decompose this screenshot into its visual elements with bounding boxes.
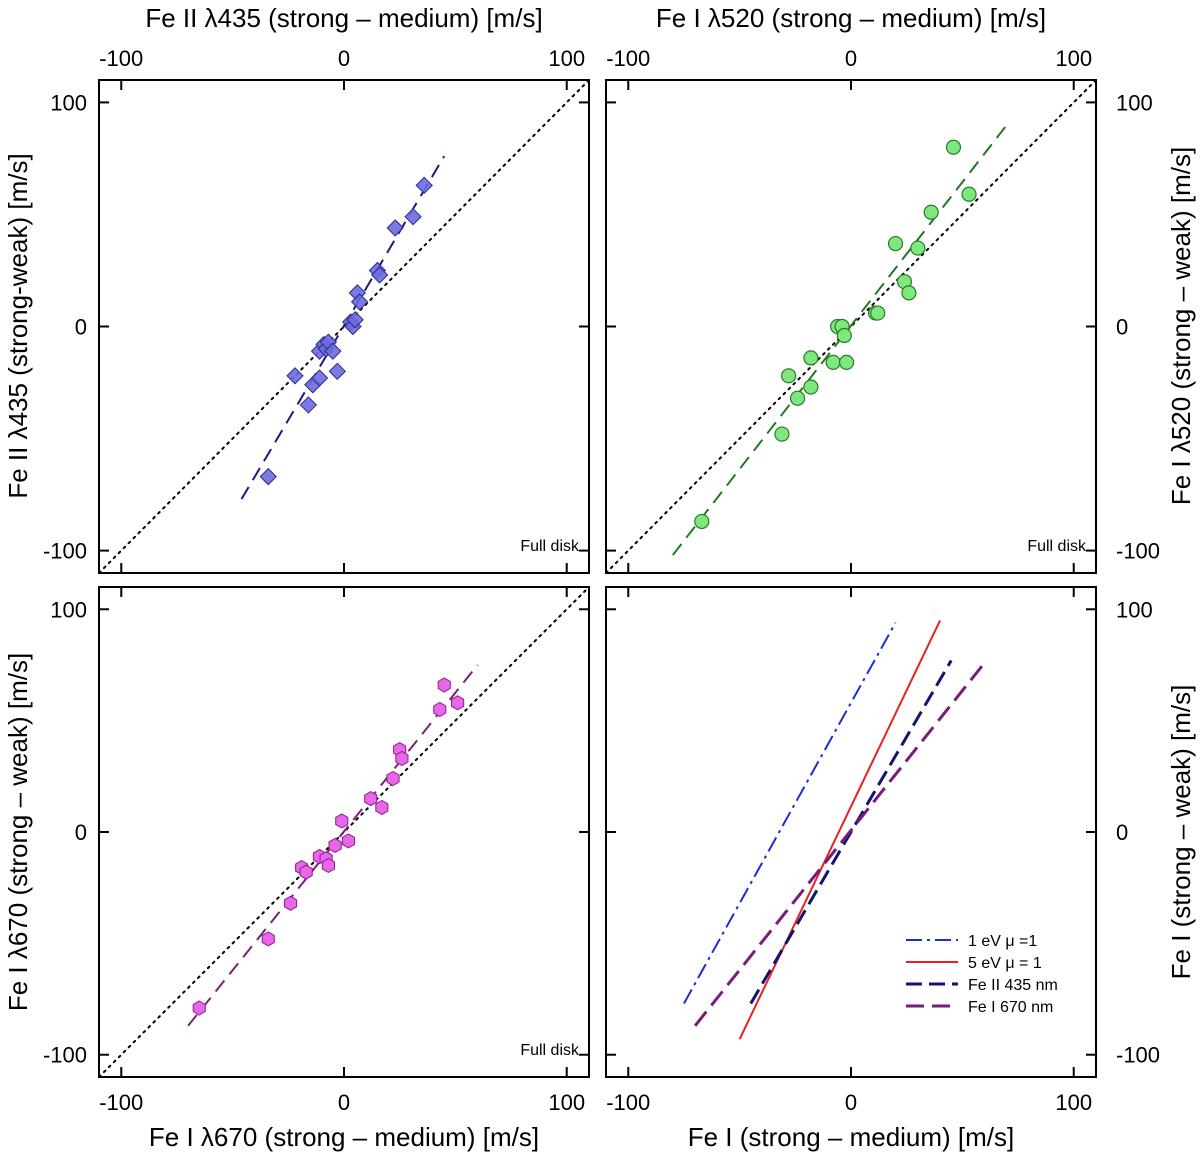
data-point-circle	[923, 204, 939, 220]
x-tick-label: 0	[338, 1090, 350, 1115]
full-disk-label: Full disk	[1027, 538, 1087, 555]
top-xlabel-fe2-435: Fe II λ435 (strong – medium) [m/s]	[145, 3, 542, 33]
data-point-hexagon	[375, 799, 389, 816]
y-tick-label: 0	[75, 820, 87, 845]
data-point-diamond	[346, 311, 364, 329]
data-point-hexagon	[328, 837, 342, 853]
series-line	[693, 661, 986, 1027]
data-point-circle	[789, 390, 806, 406]
data-point-circle	[870, 305, 886, 321]
data-point-diamond	[310, 369, 329, 387]
data-point-diamond	[415, 176, 433, 195]
data-point-circle	[694, 513, 710, 530]
data-point-circle	[781, 368, 797, 384]
y-tick-label: 100	[50, 90, 87, 115]
x-tick-label: -100	[99, 46, 143, 71]
legend-label: 1 eV μ =1	[968, 933, 1037, 950]
data-point-hexagon	[261, 931, 275, 947]
x-tick-label: 100	[548, 46, 585, 71]
left-ylabel-fe2-435: Fe II λ435 (strong-weak) [m/s]	[3, 153, 33, 498]
y-tick-label: 100	[50, 597, 87, 622]
data-point-hexagon	[451, 695, 465, 711]
data-point-hexagon	[192, 1000, 206, 1016]
data-point-diamond	[286, 367, 304, 385]
data-point-circle	[945, 139, 962, 155]
data-point-hexagon	[284, 895, 298, 911]
data-point-circle	[803, 350, 819, 366]
x-tick-label: 0	[845, 46, 857, 71]
y-tick-label: 100	[1116, 90, 1153, 115]
data-point-diamond	[404, 207, 422, 226]
data-point-circle	[774, 426, 790, 442]
plot-layer: -100 0 100 -100 0 100 Full disk -100 0 100 -100 0 10…	[43, 46, 1160, 1115]
x-tick-label: -100	[606, 1090, 650, 1115]
series-line	[738, 619, 941, 1040]
left-ylabel-fe1-670: Fe I λ670 (strong – weak) [m/s]	[3, 653, 33, 1011]
legend-label: Fe I 670 nm	[968, 999, 1053, 1016]
y-tick-label: -100	[43, 539, 87, 564]
data-point-circle	[910, 240, 926, 256]
data-point-circle	[961, 186, 977, 202]
data-point-hexagon	[437, 677, 451, 693]
data-point-circle	[838, 354, 855, 370]
data-point-diamond	[299, 396, 318, 414]
full-disk-label: Full disk	[520, 538, 580, 555]
data-point-diamond	[370, 266, 389, 284]
x-tick-label: -100	[99, 1090, 143, 1115]
data-point-hexagon	[386, 770, 400, 787]
full-disk-label: Full disk	[520, 1042, 580, 1059]
data-point-circle	[901, 285, 917, 301]
data-point-hexagon	[335, 813, 349, 829]
y-tick-label: 100	[1116, 597, 1153, 622]
data-point-hexagon	[299, 864, 313, 880]
bottom-xlabel-fe1: Fe I (strong – medium) [m/s]	[688, 1122, 1015, 1152]
bottom-xlabel-fe1-670: Fe I λ670 (strong – medium) [m/s]	[149, 1122, 539, 1152]
y-tick-label: -100	[1116, 539, 1160, 564]
data-point-circle	[803, 379, 819, 395]
data-point-hexagon	[364, 791, 378, 807]
x-tick-label: 100	[1055, 46, 1092, 71]
top-xlabel-fe1-520: Fe I λ520 (strong – medium) [m/s]	[656, 3, 1046, 33]
data-point-diamond	[386, 219, 404, 237]
x-tick-label: 100	[548, 1090, 585, 1115]
data-point-hexagon	[433, 701, 447, 718]
data-point-hexagon	[395, 750, 409, 767]
y-tick-label: 0	[1116, 315, 1128, 340]
y-tick-label: 0	[75, 315, 87, 340]
right-ylabel-fe1-520: Fe I λ520 (strong – weak) [m/s]	[1166, 147, 1196, 505]
data-point-hexagon	[341, 833, 355, 849]
data-point-hexagon	[321, 857, 335, 873]
data-point-circle	[887, 235, 904, 252]
y-tick-label: 0	[1116, 820, 1128, 845]
legend-label: Fe II 435 nm	[968, 977, 1058, 994]
data-point-diamond	[324, 342, 342, 360]
legend-label: 5 eV μ = 1	[968, 955, 1042, 972]
series-line	[683, 622, 897, 1004]
right-ylabel-fe1: Fe I (strong – weak) [m/s]	[1166, 685, 1196, 980]
x-tick-label: 0	[338, 46, 350, 71]
data-point-diamond	[328, 362, 347, 381]
data-point-diamond	[350, 293, 369, 311]
y-tick-label: -100	[1116, 1043, 1160, 1068]
y-tick-label: -100	[43, 1043, 87, 1068]
x-tick-label: -100	[606, 46, 650, 71]
x-tick-label: 0	[845, 1090, 857, 1115]
data-point-circle	[836, 327, 852, 344]
data-point-circle	[825, 354, 841, 370]
data-point-diamond	[259, 467, 277, 486]
x-tick-label: 100	[1055, 1090, 1092, 1115]
fit-line	[240, 155, 446, 500]
